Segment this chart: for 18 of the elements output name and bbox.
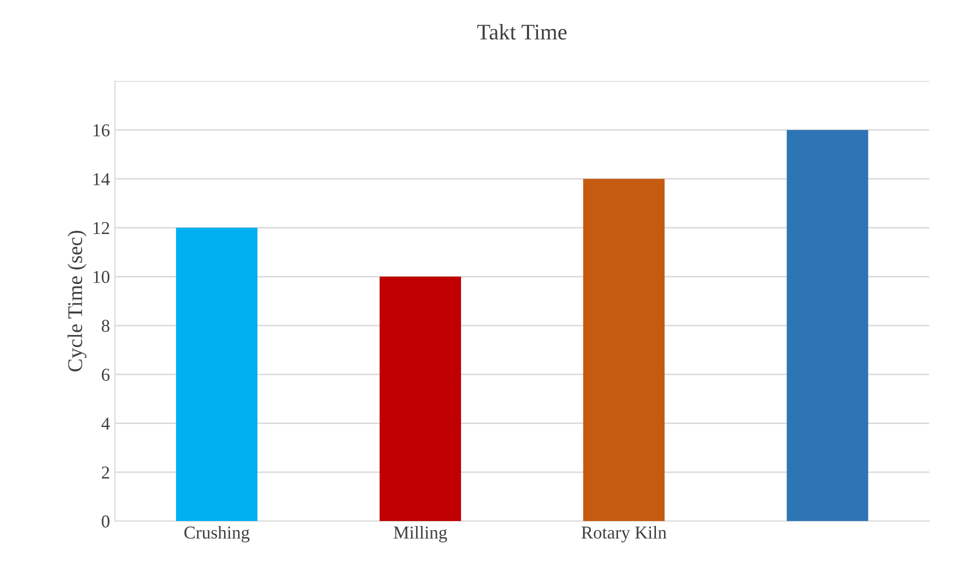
chart-title: Takt Time bbox=[477, 24, 567, 40]
x-tick-label: Rotary Kiln bbox=[582, 526, 666, 542]
y-tick-label: 10 bbox=[94, 270, 110, 284]
y-tick-label: 12 bbox=[94, 222, 110, 234]
y-tick-label: 6 bbox=[102, 368, 110, 381]
x-tick-label: Milling bbox=[394, 526, 448, 542]
y-tick-label: 0 bbox=[102, 515, 110, 528]
y-tick-label: 8 bbox=[102, 320, 110, 332]
y-tick-label: 4 bbox=[101, 418, 110, 430]
bar bbox=[786, 130, 868, 522]
y-tick-label: 16 bbox=[94, 124, 110, 136]
y-tick-label: 14 bbox=[94, 173, 110, 186]
x-tick-label: Crushing bbox=[184, 526, 250, 542]
y-axis-title: Cycle Time (sec) bbox=[68, 230, 86, 372]
y-tick-label: 2 bbox=[102, 466, 110, 478]
bar bbox=[583, 178, 665, 522]
bar bbox=[380, 276, 462, 522]
bar bbox=[176, 228, 258, 522]
